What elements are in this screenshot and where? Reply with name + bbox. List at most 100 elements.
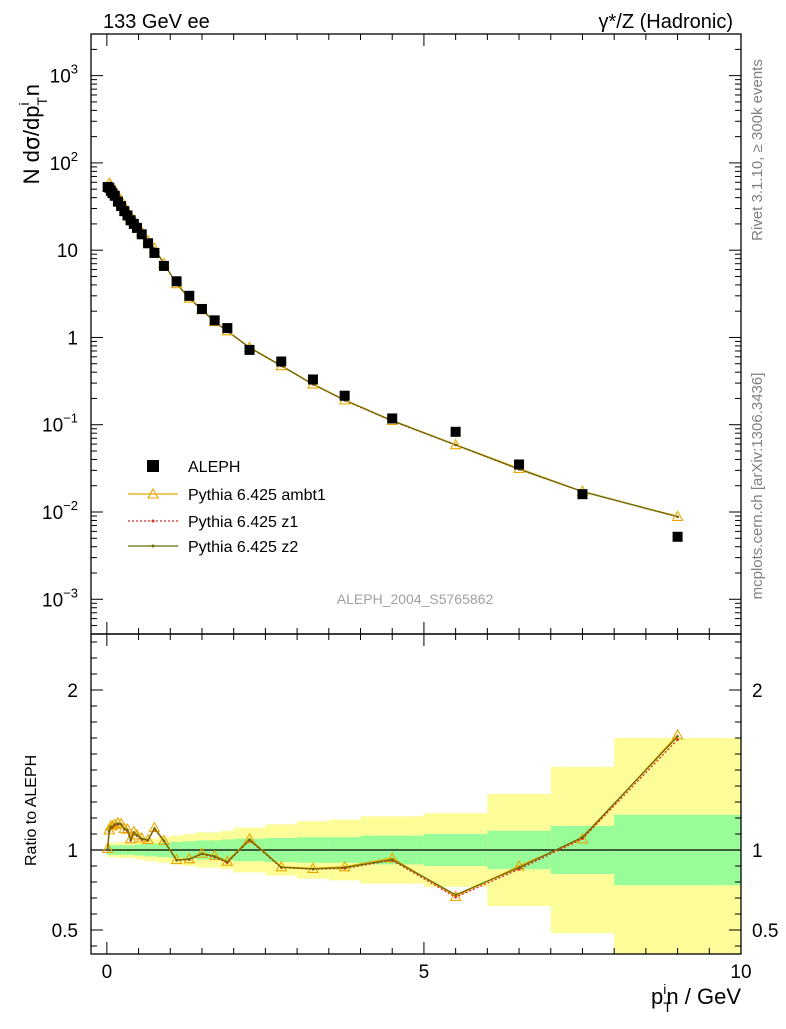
ratio-point — [279, 865, 283, 869]
aleph-data-point — [149, 247, 160, 258]
x-tick-label: 5 — [419, 962, 430, 983]
y-tick-label: 1 — [67, 328, 78, 349]
ratio-point — [126, 828, 129, 832]
y-tick-label: 102 — [50, 149, 78, 175]
aleph-data-point — [158, 260, 169, 271]
ratio-point — [454, 893, 457, 897]
ratio-series-layer — [101, 728, 684, 901]
ratio-point — [116, 822, 120, 825]
y-tick-label: 2 — [67, 681, 78, 702]
aleph-data-point — [143, 238, 154, 249]
header-left: 133 GeV ee — [103, 11, 210, 33]
ratio-point — [196, 847, 208, 858]
ratio-point — [118, 822, 131, 833]
x-tick-label: 0 — [102, 962, 113, 983]
ratio-point — [338, 860, 351, 872]
ratio-point — [386, 851, 399, 863]
aleph-data-point — [222, 323, 233, 334]
ratio-point — [112, 816, 124, 828]
legend-label: Pythia 6.425 ambt1 — [188, 487, 326, 504]
aleph-data-point — [196, 303, 207, 314]
aleph-data-point — [672, 531, 683, 542]
ratio-point — [146, 838, 150, 842]
y-tick-label: 1 — [752, 841, 763, 862]
aleph-data-point — [339, 390, 350, 401]
x-tick-label: 10 — [730, 962, 751, 983]
ratio-xlabel: pTin / GeV — [651, 981, 741, 1015]
ratio-point — [449, 890, 462, 901]
aleph-data-point — [387, 413, 398, 424]
aleph-data-point — [171, 276, 182, 287]
legend-marker — [151, 519, 155, 523]
ratio-point — [213, 855, 216, 858]
rivet-label: Rivet 3.1.10, ≥ 300k events — [749, 59, 766, 241]
ratio-point — [208, 849, 221, 861]
legend: ALEPH Pythia 6.425 ambt1 Pythia 6.425 z1 Py… — [128, 459, 326, 556]
y-tick-label: 10−1 — [42, 411, 78, 437]
y-tick-label: 1 — [67, 841, 78, 862]
ratio-point — [343, 866, 346, 869]
ratio-panel-frame — [90, 633, 742, 955]
aleph-data-point — [116, 201, 127, 212]
header-right: γ*/Z (Hadronic) — [599, 11, 733, 33]
series-point — [449, 438, 462, 450]
y-tick-label: 0.5 — [752, 921, 778, 942]
y-tick-label: 103 — [50, 62, 78, 88]
main-series-layer — [101, 177, 684, 542]
ratio-point — [148, 821, 161, 833]
legend-label: ALEPH — [188, 459, 240, 476]
ratio-point — [162, 839, 166, 843]
ratio-uncertainty-bands — [91, 738, 741, 954]
aleph-data-point — [450, 426, 461, 437]
legend-marker — [151, 544, 155, 548]
ratio-point — [390, 858, 394, 861]
ratio-point — [119, 823, 123, 826]
ratio-point — [307, 862, 319, 873]
aleph-data-point — [131, 222, 142, 233]
ratio-point — [226, 860, 229, 864]
ratio-point — [676, 738, 679, 741]
y-tick-label: 10−2 — [42, 498, 78, 524]
main-ylabel: N dσ/dpTi n — [16, 84, 50, 184]
aleph-data-point — [184, 290, 195, 301]
ratio-point — [454, 895, 457, 899]
legend-label: Pythia 6.425 z1 — [188, 514, 298, 531]
main-axis-ticks: 10−3 10−2 10−1 1 10 102 103 — [42, 33, 742, 635]
ratio-point — [101, 842, 114, 853]
series-point — [676, 515, 679, 518]
aleph-data-point — [109, 190, 120, 201]
ratio-point — [311, 867, 315, 871]
ratio-point — [248, 838, 251, 841]
series-point — [454, 443, 457, 447]
ratio-point — [153, 827, 156, 830]
ratio-point — [676, 735, 679, 738]
mcplots-label: mcplots.cern.ch [arXiv:1306.3436] — [749, 373, 766, 600]
ratio-point — [170, 853, 183, 865]
ratio-point — [517, 866, 521, 869]
aleph-data-point — [244, 344, 255, 355]
ratio-point — [200, 852, 204, 855]
aleph-data-point — [209, 315, 220, 326]
ratio-point — [111, 825, 114, 829]
ratio-point — [140, 837, 144, 841]
ratio-ylabel: Ratio to ALEPH — [23, 755, 40, 866]
ratio-point — [157, 834, 170, 845]
aleph-data-point — [276, 356, 287, 367]
ratio-point — [129, 838, 132, 841]
ratio-point — [132, 831, 136, 834]
watermark: ALEPH_2004_S5765862 — [337, 591, 494, 607]
y-tick-label: 10−3 — [42, 585, 78, 611]
ratio-axis-ticks: 0 5 100.5 0.51 12 2 — [52, 634, 778, 983]
ratio-point — [175, 858, 178, 862]
ratio-point — [581, 835, 584, 839]
legend-marker — [147, 487, 159, 499]
ratio-point — [107, 829, 111, 833]
aleph-data-point — [136, 229, 147, 240]
ratio-point — [135, 833, 139, 837]
aleph-data-point — [307, 374, 318, 385]
legend-marker-aleph — [147, 460, 159, 472]
ratio-point — [122, 827, 126, 831]
y-tick-label: 10 — [57, 241, 78, 262]
y-tick-label: 2 — [752, 681, 763, 702]
